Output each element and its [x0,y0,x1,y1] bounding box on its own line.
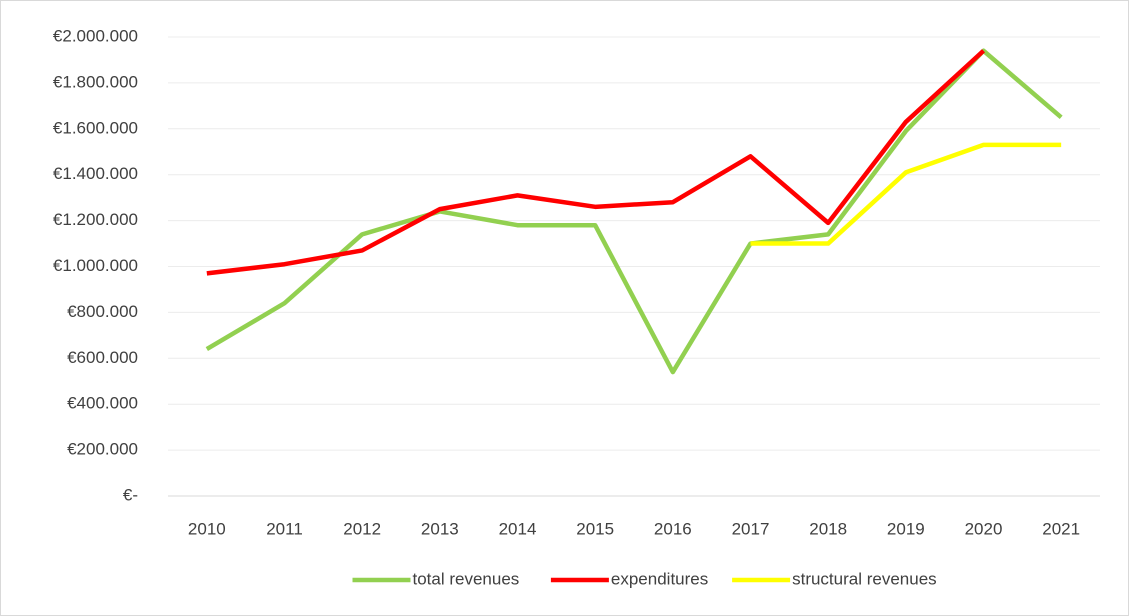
y-tick-label: €- [123,485,138,504]
x-tick-label: 2015 [576,519,614,538]
y-tick-label: €1.400.000 [53,164,138,183]
x-tick-label: 2013 [421,519,459,538]
series-line [206,49,986,276]
x-tick-label: 2012 [343,519,381,538]
y-tick-label: €1.600.000 [53,118,138,137]
series-line [750,142,1062,246]
y-tick-label: €200.000 [67,440,138,459]
legend-label: structural revenues [792,569,937,588]
y-tick-label: €400.000 [67,394,138,413]
x-tick-label: 2014 [499,519,537,538]
legend-label: expenditures [611,569,708,588]
x-tick-label: 2017 [732,519,770,538]
x-tick-label: 2018 [809,519,847,538]
x-tick-label: 2021 [1042,519,1080,538]
x-tick-label: 2016 [654,519,692,538]
y-tick-label: €1.800.000 [53,72,138,91]
y-tick-label: €1.000.000 [53,256,138,275]
legend-label: total revenues [413,569,520,588]
series-line [205,48,1063,375]
y-tick-label: €600.000 [67,348,138,367]
y-tick-label: €2.000.000 [53,26,138,45]
x-tick-label: 2011 [266,519,303,538]
y-tick-label: €800.000 [67,302,138,321]
x-tick-label: 2019 [887,519,925,538]
x-tick-label: 2020 [965,519,1003,538]
y-tick-label: €1.200.000 [53,210,138,229]
x-tick-label: 2010 [188,519,226,538]
